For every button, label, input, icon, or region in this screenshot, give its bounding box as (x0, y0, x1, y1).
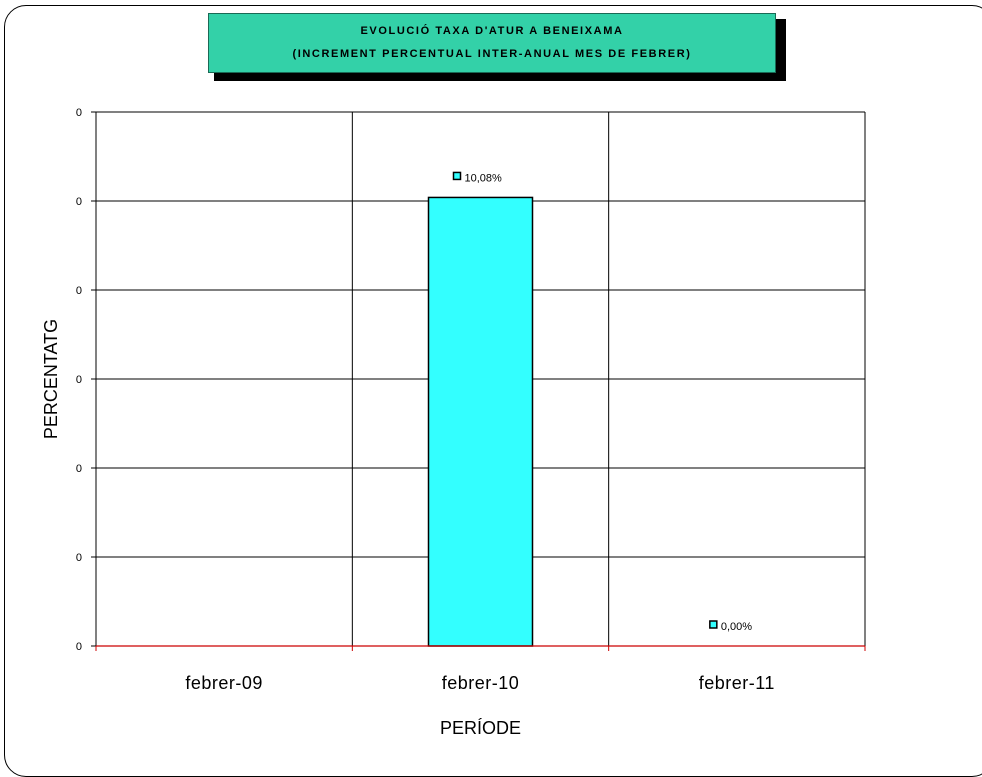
bar (427, 196, 534, 647)
chart-title: EVOLUCIÓ TAXA D'ATUR A BENEIXAMA (INCREM… (208, 13, 776, 73)
y-axis-title: PERCENTATG (41, 319, 61, 439)
y-tick-label: 0 (76, 374, 82, 386)
data-label-marker (452, 171, 462, 181)
x-axis-title: PERÍODE (440, 718, 521, 738)
y-tick-label: 0 (76, 463, 82, 475)
x-tick-label: febrer-09 (185, 673, 263, 693)
y-tick-label: 0 (76, 552, 82, 564)
x-tick-label: febrer-11 (699, 673, 775, 693)
y-tick-label: 0 (76, 285, 82, 297)
data-label: 10,08% (465, 172, 503, 184)
data-label: 0,00% (721, 621, 752, 633)
y-tick-label: 0 (76, 107, 82, 119)
y-tick-label: 0 (76, 641, 82, 653)
chart-title-line-2: (INCREMENT PERCENTUAL INTER-ANUAL MES DE… (292, 48, 692, 60)
chart-title-line-1: EVOLUCIÓ TAXA D'ATUR A BENEIXAMA (360, 25, 624, 37)
y-tick-label: 0 (76, 196, 82, 208)
data-label-marker (709, 620, 718, 629)
x-tick-label: febrer-10 (442, 673, 520, 693)
